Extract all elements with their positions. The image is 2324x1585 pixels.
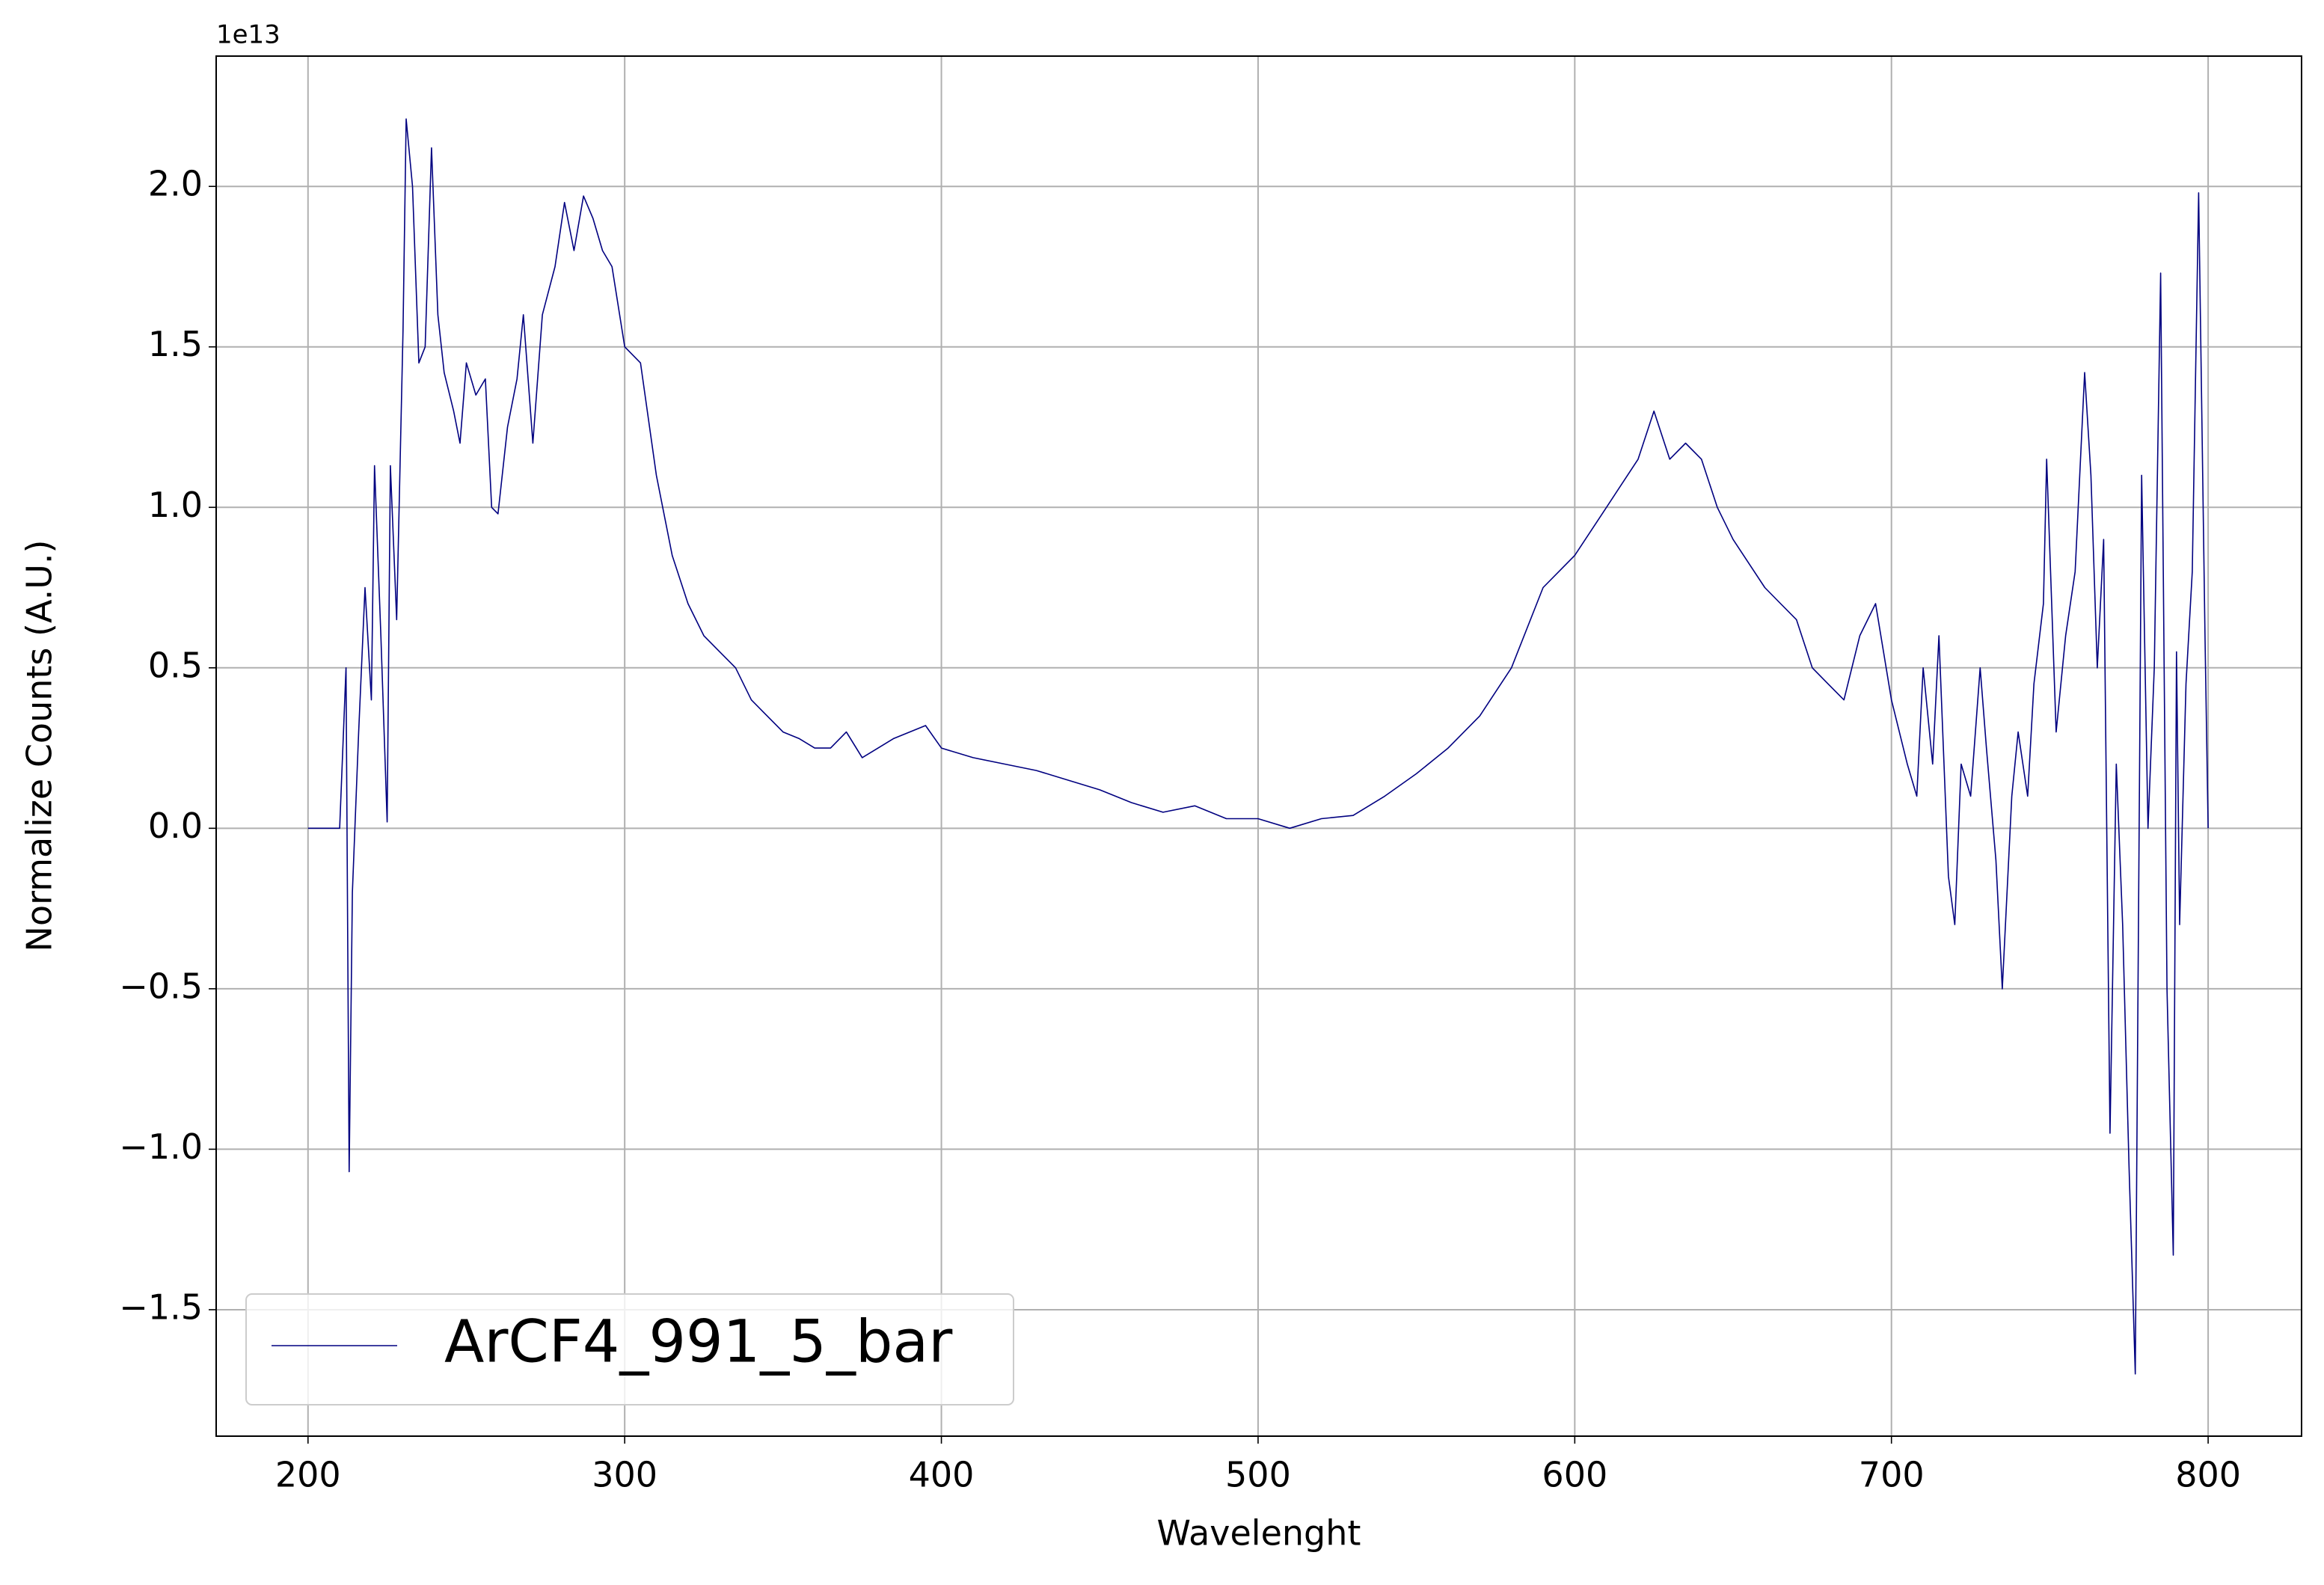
plot-frame (215, 55, 2302, 1437)
y-tick-label: 1.0 (148, 485, 203, 525)
data-line (307, 118, 2209, 1375)
y-tick-label: 0.5 (148, 645, 203, 685)
y-axis-label: Normalize Counts (A.U.) (19, 540, 60, 952)
x-tick-label: 600 (1542, 1455, 1607, 1495)
legend-label: ArCF4_991_5_bar (444, 1308, 953, 1376)
x-tick-label: 300 (592, 1455, 657, 1495)
y-tick-label: −0.5 (119, 966, 203, 1006)
y-tick-label: −1.0 (119, 1126, 203, 1167)
offset-label: 1e13 (216, 20, 280, 50)
y-tick-label: −1.5 (119, 1287, 203, 1327)
x-tick-label: 700 (1859, 1455, 1925, 1495)
x-tick-label: 500 (1225, 1455, 1291, 1495)
x-tick-label: 400 (909, 1455, 975, 1495)
y-tick-label: 2.0 (148, 164, 203, 204)
x-tick-label: 200 (275, 1455, 341, 1495)
y-tick-label: 1.5 (148, 324, 203, 364)
legend-box (245, 1293, 1014, 1405)
x-axis-label: Wavelenght (1157, 1513, 1361, 1554)
y-tick-label: 0.0 (148, 806, 203, 846)
x-tick-label: 800 (2175, 1455, 2241, 1495)
